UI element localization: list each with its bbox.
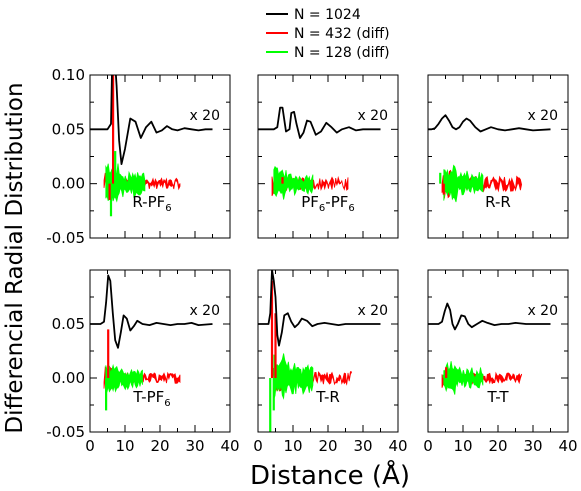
y-tick-label: 0.05: [52, 315, 85, 333]
scale-annotation: x 20: [357, 303, 388, 319]
x-axis-label: Distance (Å): [250, 459, 410, 491]
series-n1024-line: [90, 75, 213, 165]
x-tick-label: 10: [283, 437, 302, 455]
panel-label: R-PF6: [132, 193, 171, 214]
panel-label: R-R: [485, 193, 511, 211]
plot-area: [258, 270, 381, 432]
plot-area: [428, 302, 551, 395]
x-tick-label: 20: [150, 437, 169, 455]
series-n128-band: [105, 163, 146, 203]
series-n128-band: [443, 164, 484, 203]
scale-annotation: x 20: [189, 108, 220, 124]
y-axis-label: Differencial Radial Distribution: [2, 82, 28, 433]
series-n128-band: [105, 363, 143, 396]
panel: 0 10 20 30 40 x 20 T-R: [253, 269, 408, 455]
x-tick-label: 30: [185, 437, 204, 455]
panel-label: PF6-PF6: [301, 193, 355, 214]
legend: N = 1024 N = 432 (diff) N = 128 (diff): [266, 7, 390, 61]
series-n1024-line: [428, 114, 551, 133]
x-tick-label: 40: [558, 437, 577, 455]
plot-area: [258, 106, 381, 200]
panel-label: T-R: [315, 388, 340, 406]
x-tick-label: 10: [115, 437, 134, 455]
panel-label: T-T: [487, 388, 510, 406]
series-n1024-line: [258, 106, 381, 139]
panel-frame: [427, 74, 569, 239]
panel: 0.05 0.00 -0.050 10 20 30 40 x 20 T-PF6: [46, 269, 240, 455]
scale-annotation: x 20: [357, 108, 388, 124]
series-n128-band: [273, 165, 314, 200]
y-tick-label: 0.00: [52, 175, 85, 193]
y-tick-label: -0.05: [46, 423, 85, 441]
x-tick-label: 0: [253, 437, 263, 455]
scale-annotation: x 20: [527, 303, 558, 319]
x-tick-label: 0: [85, 437, 95, 455]
x-tick-label: 20: [488, 437, 507, 455]
x-tick-label: 40: [388, 437, 407, 455]
y-tick-label: -0.05: [46, 229, 85, 247]
panel-frame: [257, 74, 399, 239]
series-n1024-line: [90, 274, 213, 349]
legend-label: N = 432 (diff): [294, 26, 390, 42]
panel-frame: [427, 269, 569, 433]
series-n128-band: [273, 353, 314, 400]
series-n128-band: [443, 361, 484, 395]
series-n1024-line: [258, 270, 381, 347]
panel-frame: [257, 269, 399, 433]
scale-annotation: x 20: [527, 108, 558, 124]
plot-area: [90, 75, 213, 217]
x-tick-label: 20: [318, 437, 337, 455]
y-tick-label: 0.00: [52, 369, 85, 387]
x-tick-label: 10: [453, 437, 472, 455]
panel-label: T-PF6: [132, 388, 170, 409]
legend-label: N = 1024: [294, 7, 361, 23]
legend-label: N = 128 (diff): [294, 45, 390, 61]
series-n1024-line: [428, 302, 551, 331]
plot-area: [90, 274, 213, 411]
plot-area: [428, 114, 551, 203]
panel: 0.10 0.05 0.00 -0.05 x 20 R-PF6: [46, 66, 231, 247]
x-tick-label: 30: [523, 437, 542, 455]
y-tick-label: 0.10: [52, 66, 85, 84]
panel: x 20 PF6-PF6: [257, 74, 399, 239]
scale-annotation: x 20: [189, 303, 220, 319]
panel: x 20 R-R: [427, 74, 569, 239]
y-tick-label: 0.05: [52, 120, 85, 138]
panel: 0 10 20 30 40 x 20 T-T: [423, 269, 578, 455]
x-tick-label: 40: [220, 437, 239, 455]
x-tick-label: 0: [423, 437, 433, 455]
x-tick-label: 30: [353, 437, 372, 455]
